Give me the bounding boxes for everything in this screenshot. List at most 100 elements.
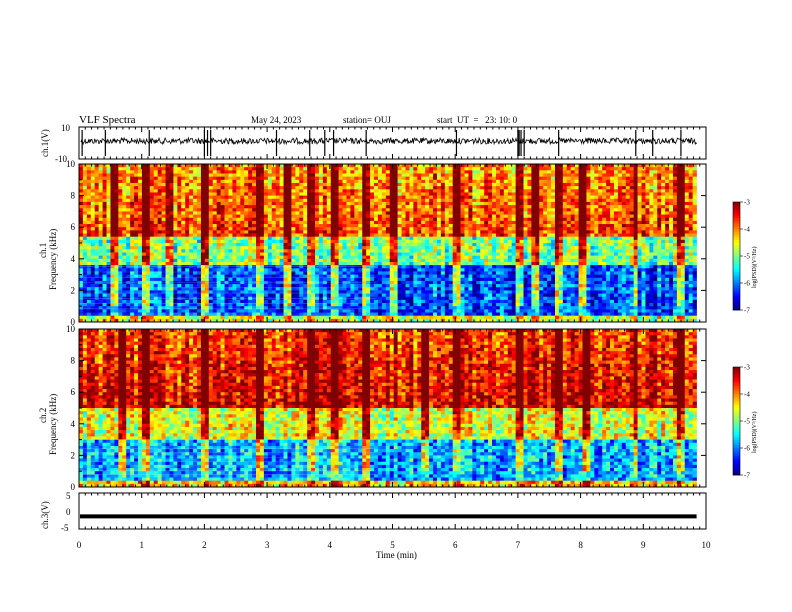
heatmap-cell — [197, 214, 202, 219]
heatmap-cell — [354, 271, 359, 275]
heatmap-cell — [236, 268, 241, 272]
heatmap-cell — [212, 299, 217, 304]
heatmap-cell — [248, 233, 253, 237]
heatmap-cell — [82, 227, 88, 231]
heatmap-cell — [122, 284, 127, 288]
heatmap-cell — [224, 179, 229, 184]
heatmap-cell — [228, 296, 233, 301]
heatmap-cell — [381, 315, 387, 320]
heatmap-cell — [169, 186, 174, 190]
heatmap-cell — [393, 170, 398, 174]
heatmap-cell — [405, 186, 410, 190]
heatmap-cell — [271, 186, 276, 190]
heatmap-cell — [165, 303, 170, 307]
heatmap-cell — [279, 195, 284, 200]
heatmap-cell — [338, 243, 343, 247]
heatmap-cell — [315, 249, 320, 253]
heatmap-cell — [303, 233, 308, 237]
heatmap-cell — [263, 293, 269, 298]
heatmap-cell — [106, 312, 111, 316]
heatmap-cell — [425, 179, 430, 184]
heatmap-cell — [98, 284, 103, 288]
heatmap-cell — [374, 179, 379, 184]
heatmap-cell — [291, 224, 296, 228]
heatmap-cell — [228, 173, 233, 177]
heatmap-cell — [330, 318, 335, 323]
heatmap-cell — [377, 287, 383, 291]
heatmap-cell — [153, 255, 158, 260]
heatmap-cell — [346, 189, 351, 193]
heatmap-cell — [240, 192, 245, 196]
heatmap-cell — [149, 205, 155, 209]
heatmap-cell — [267, 296, 273, 301]
heatmap-cell — [318, 195, 324, 200]
heatmap-cell — [311, 192, 316, 196]
heatmap-cell — [82, 255, 88, 260]
heatmap-cell — [138, 236, 143, 241]
heatmap-cell — [90, 167, 96, 171]
heatmap-cell — [354, 182, 359, 187]
heatmap-cell — [236, 274, 241, 279]
heatmap-cell — [436, 214, 442, 219]
heatmap-cell — [248, 315, 253, 320]
heatmap-cell — [145, 280, 151, 285]
heatmap-cell — [444, 167, 450, 171]
heatmap-cell — [440, 303, 446, 307]
heatmap-cell — [358, 176, 363, 181]
heatmap-cell — [200, 255, 206, 260]
heatmap-cell — [275, 271, 280, 275]
heatmap-cell — [252, 170, 257, 174]
heatmap-cell — [263, 284, 269, 288]
heatmap-cell — [409, 192, 414, 196]
heatmap-cell — [256, 192, 261, 196]
heatmap-cell — [358, 287, 363, 291]
heatmap-cell — [421, 214, 426, 219]
heatmap-cell — [130, 284, 135, 288]
heatmap-cell — [185, 296, 190, 301]
heatmap-cell — [389, 227, 394, 231]
heatmap-cell — [173, 280, 178, 285]
heatmap-cell — [464, 176, 469, 181]
heatmap-cell — [220, 236, 225, 241]
heatmap-cell — [362, 315, 367, 320]
heatmap-cell — [318, 287, 324, 291]
heatmap-cell — [456, 164, 461, 168]
heatmap-cell — [232, 227, 237, 231]
heatmap-cell — [413, 236, 418, 241]
heatmap-cell — [145, 249, 151, 253]
heatmap-cell — [122, 236, 127, 241]
heatmap-cell — [79, 293, 84, 298]
heatmap-cell — [460, 214, 465, 219]
heatmap-cell — [401, 287, 406, 291]
heatmap-cell — [295, 318, 300, 323]
heatmap-cell — [334, 280, 339, 285]
heatmap-cell — [224, 227, 229, 231]
heatmap-cell — [425, 303, 430, 307]
heatmap-cell — [299, 230, 304, 234]
heatmap-cell — [307, 230, 312, 234]
heatmap-cell — [275, 224, 280, 228]
heatmap-cell — [330, 230, 335, 234]
heatmap-cell — [409, 189, 414, 193]
heatmap-cell — [377, 198, 383, 203]
heatmap-cell — [134, 274, 139, 279]
heatmap-cell — [220, 274, 225, 279]
heatmap-cell — [315, 179, 320, 184]
heatmap-cell — [405, 252, 410, 256]
heatmap-cell — [216, 246, 221, 250]
heatmap-cell — [326, 303, 332, 307]
heatmap-cell — [287, 236, 292, 241]
heatmap-cell — [161, 299, 166, 304]
heatmap-cell — [358, 208, 363, 212]
heatmap-cell — [165, 233, 170, 237]
heatmap-cell — [311, 195, 316, 200]
heatmap-cell — [346, 296, 351, 301]
heatmap-cell — [295, 309, 300, 313]
heatmap-cell — [291, 205, 296, 209]
heatmap-cell — [110, 167, 115, 171]
heatmap-cell — [311, 261, 316, 266]
heatmap-cell — [433, 182, 438, 187]
heatmap-cell — [440, 182, 446, 187]
heatmap-cell — [138, 192, 143, 196]
